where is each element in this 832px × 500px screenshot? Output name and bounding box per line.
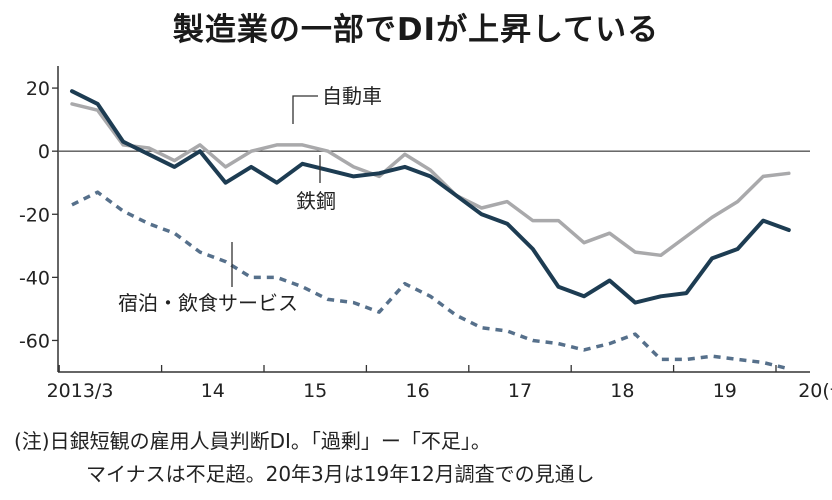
y-tick-label: -40 xyxy=(19,267,50,289)
series-line-2 xyxy=(71,190,790,371)
series-line-1 xyxy=(70,89,791,305)
x-tick-label: 17 xyxy=(508,380,532,402)
y-tick-label: -20 xyxy=(19,204,50,226)
x-tick-label: 15 xyxy=(303,380,327,402)
y-tick-label: 20 xyxy=(26,78,50,100)
footnote-line-2: マイナスは不足超。20年3月は19年12月調査での見通し xyxy=(86,462,595,486)
line-chart: 20 0 -20 -40 -60 2013/3 14 15 16 17 18 19 20(予) 自動車鉄… xyxy=(19,66,832,402)
x-tick-label: 19 xyxy=(713,380,737,402)
series-label-hospitality: 宿泊・飲食サービス xyxy=(118,291,298,315)
x-tick-label: 2013/3 xyxy=(47,380,114,402)
series-label-automobile: 自動車 xyxy=(322,84,382,108)
x-tick-label: 14 xyxy=(201,380,225,402)
x-tick-label: 18 xyxy=(610,380,634,402)
footnote-line-1: (注)日銀短観の雇用人員判断DI。「過剰」ー「不足」。 xyxy=(14,429,491,453)
leader-line-automobile xyxy=(292,95,318,124)
chart-title: 製造業の一部でDIが上昇している xyxy=(172,12,660,48)
series-lines xyxy=(70,89,791,371)
y-tick-label: -60 xyxy=(19,330,50,352)
x-tick-label: 20(予) xyxy=(798,380,832,402)
series-label-steel: 鉄鋼 xyxy=(296,189,336,213)
series-line-0 xyxy=(70,102,791,258)
x-tick-label: 16 xyxy=(406,380,430,402)
y-tick-label: 0 xyxy=(38,141,50,163)
axes: 20 0 -20 -40 -60 2013/3 14 15 16 17 18 19 20(予) xyxy=(19,66,832,402)
